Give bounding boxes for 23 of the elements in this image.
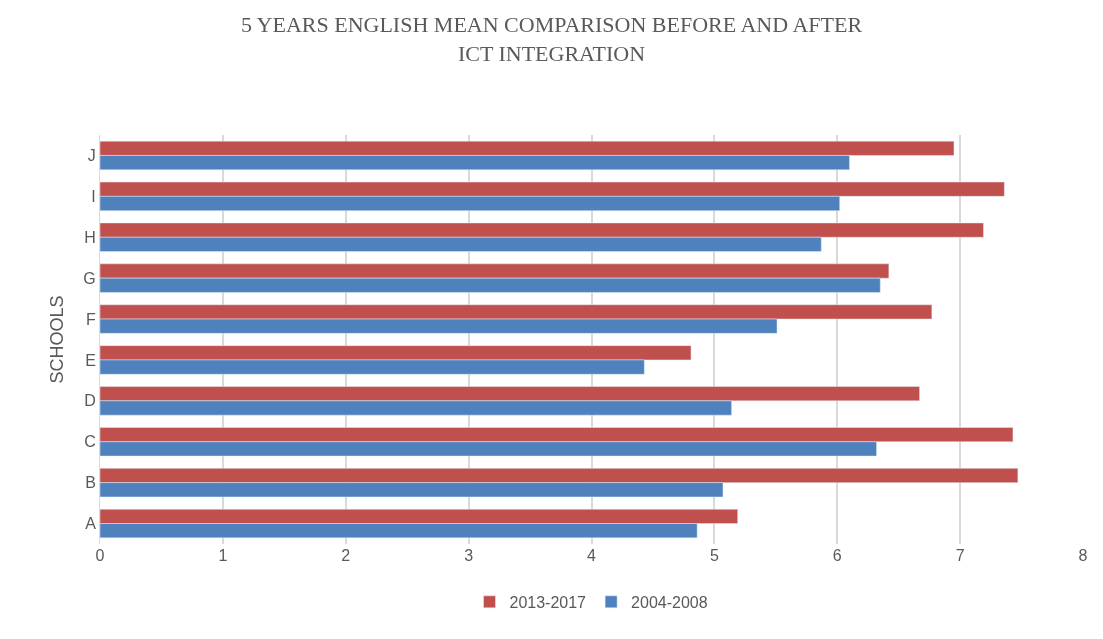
x-tick-label: 8 (1078, 547, 1088, 564)
y-tick-label: H (84, 228, 96, 246)
y-tick-label: F (86, 310, 97, 328)
x-tick-label: 4 (587, 547, 597, 564)
x-tick-label: 1 (218, 547, 228, 564)
y-tick-label: I (91, 187, 96, 205)
x-tick-label: 0 (95, 547, 105, 564)
y-tick-label: C (84, 433, 96, 451)
legend-label: 2013-2017 (509, 594, 587, 612)
y-tick-label: J (87, 147, 96, 165)
legend-label: 2004-2008 (631, 594, 708, 612)
x-tick-label: 2 (341, 547, 351, 564)
y-tick-label: A (85, 515, 97, 533)
y-tick-label: B (85, 474, 96, 492)
y-tick-label: E (85, 351, 96, 369)
y-axis-title: SCHOOLS (46, 295, 67, 384)
chart-title: 5 YEARS ENGLISH MEAN COMPARISON BEFORE AND AFTER ICT INTEGRATION (240, 11, 863, 66)
x-tick-label: 6 (832, 547, 842, 564)
x-tick-label: 5 (709, 547, 719, 564)
x-tick-label: 7 (955, 547, 965, 564)
y-tick-label: G (83, 269, 96, 287)
x-tick-label: 3 (464, 547, 474, 564)
y-tick-label: D (84, 392, 96, 410)
